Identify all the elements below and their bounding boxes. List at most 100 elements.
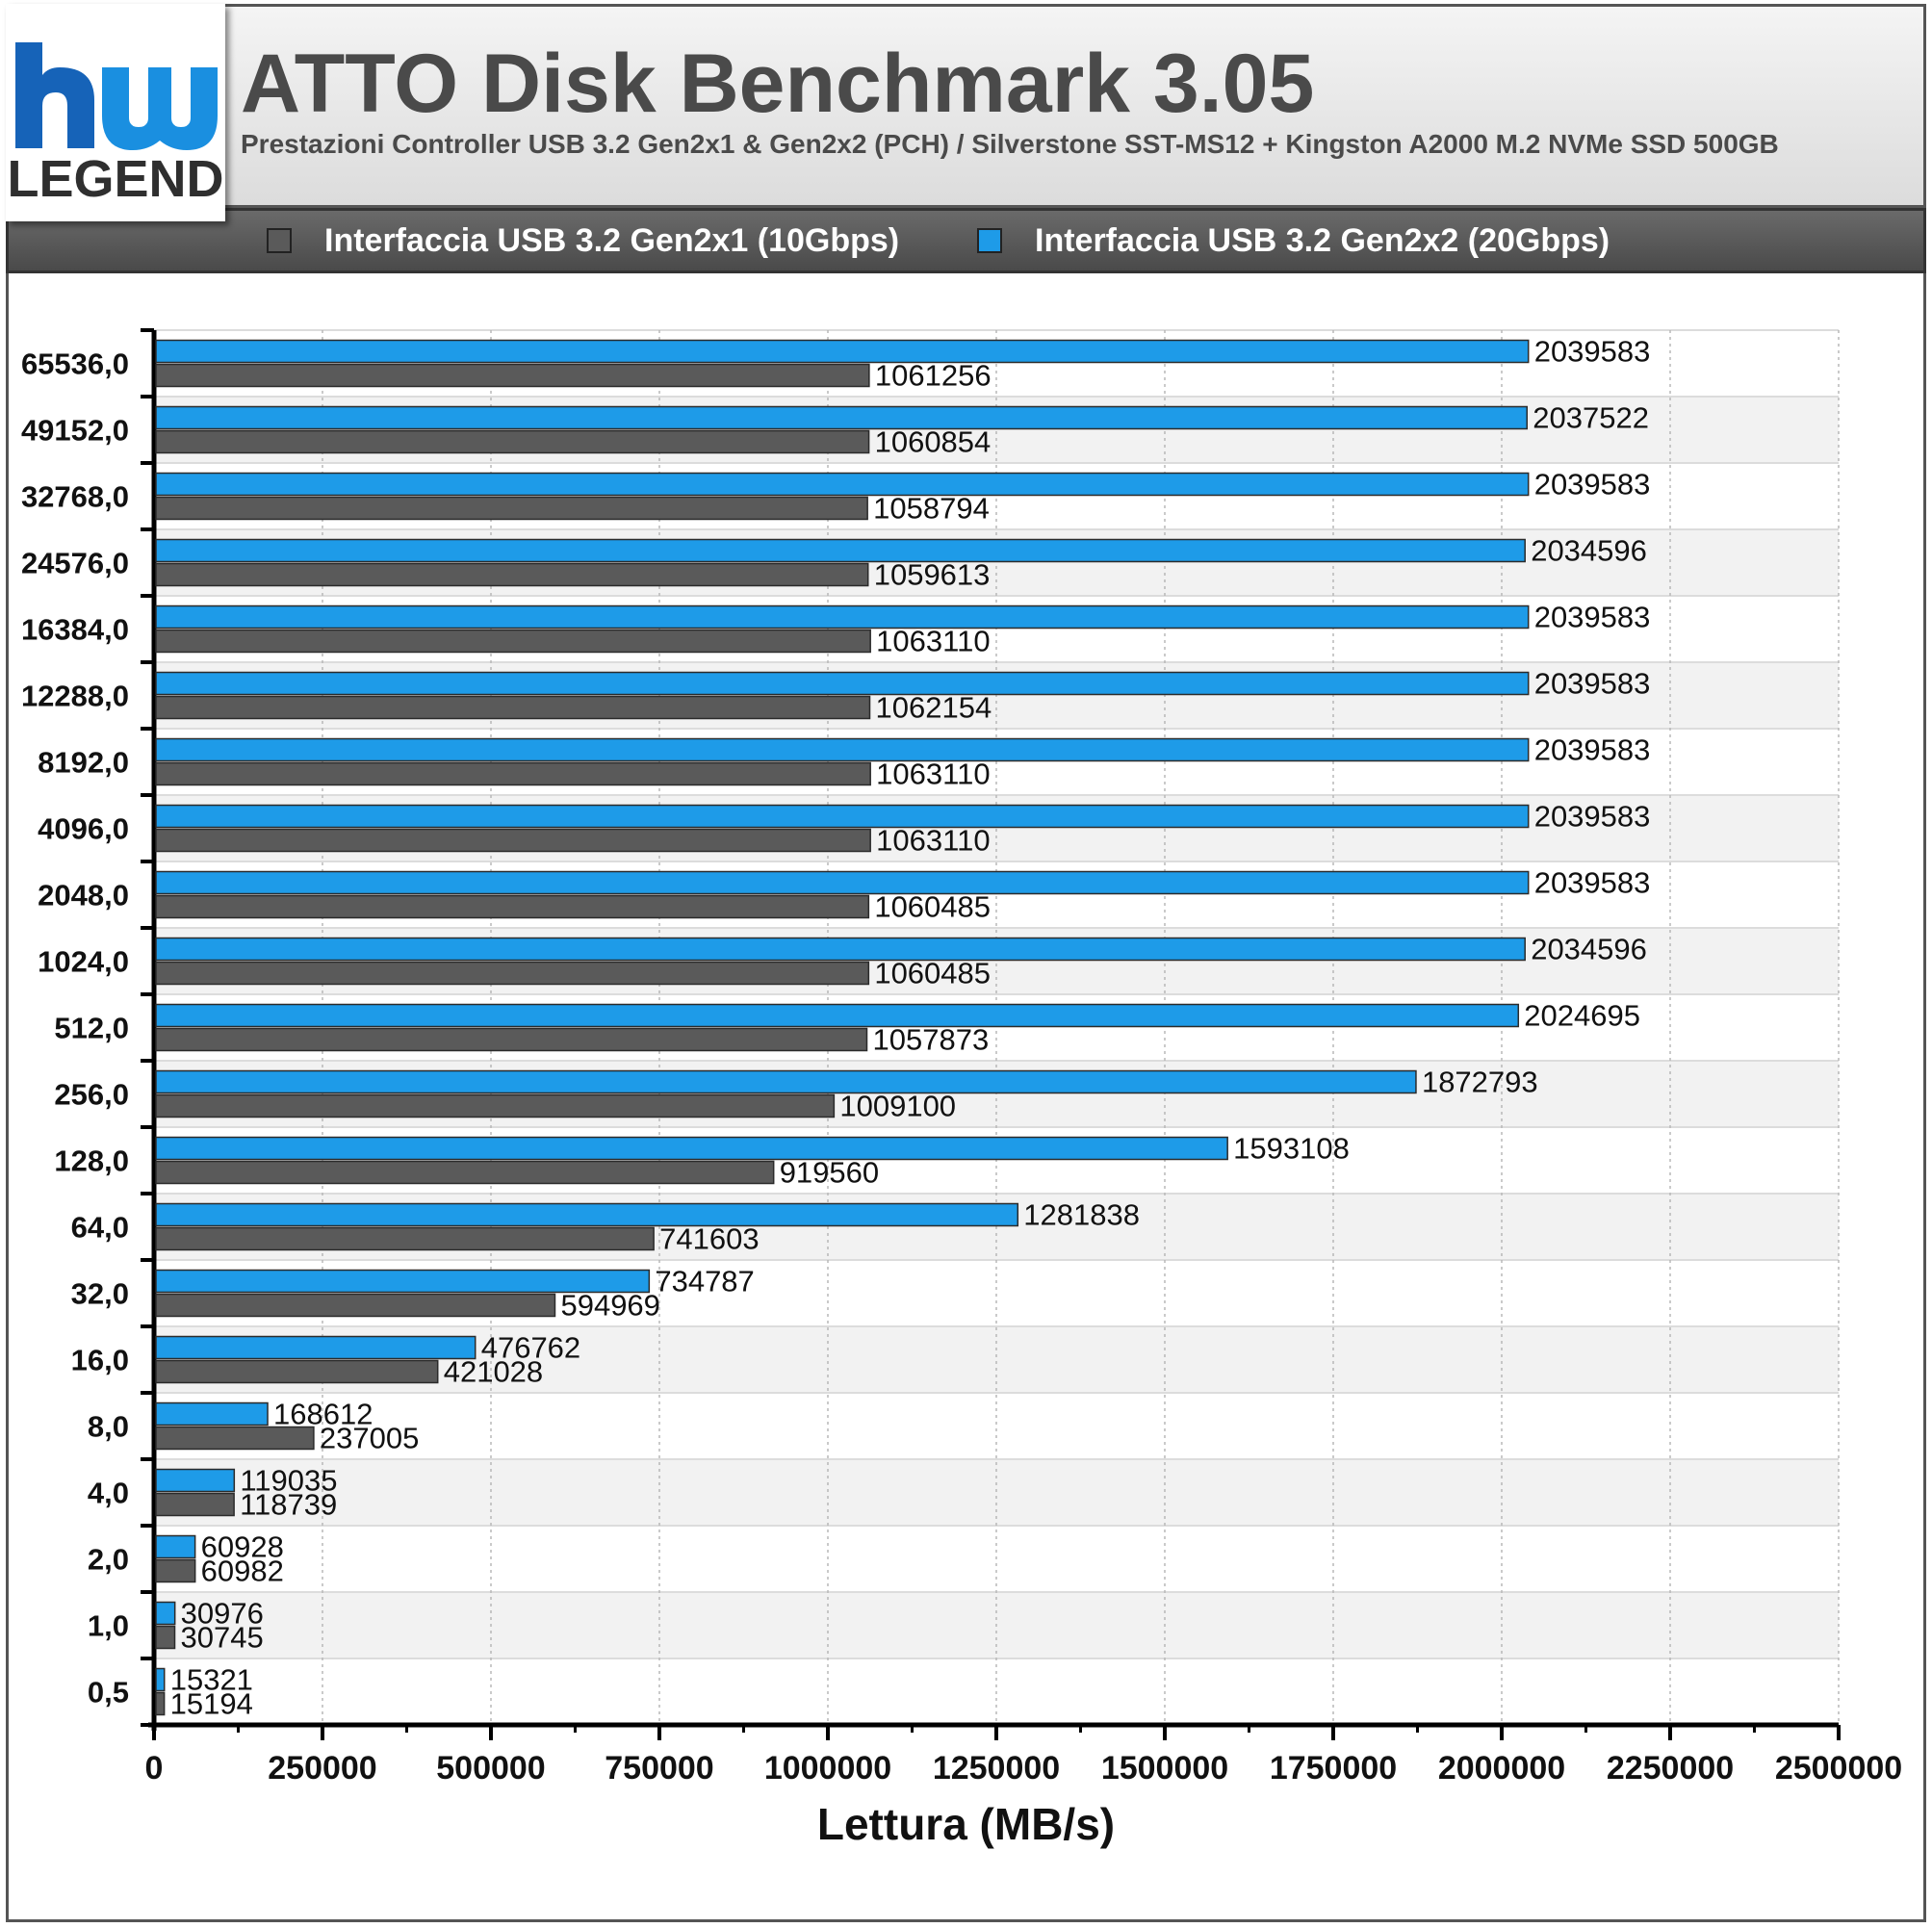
y-tick-label: 32,0 <box>71 1277 129 1311</box>
data-label: 1872793 <box>1422 1066 1538 1099</box>
bar-gen2x1 <box>155 695 871 720</box>
data-label: 15321 <box>170 1663 253 1697</box>
data-label: 741603 <box>659 1222 759 1256</box>
x-tick-label: 2000000 <box>1438 1750 1565 1787</box>
data-label: 594969 <box>560 1289 659 1323</box>
bar-gen2x2 <box>155 604 1530 630</box>
y-tick-label: 32768,0 <box>21 480 129 514</box>
bar-gen2x1 <box>155 363 870 388</box>
legend-label-gen2x1: Interfaccia USB 3.2 Gen2x1 (10Gbps) <box>324 221 900 259</box>
x-tick-label: 2250000 <box>1607 1750 1734 1787</box>
bar-gen2x1 <box>155 629 871 654</box>
y-tick-label: 128,0 <box>54 1144 129 1178</box>
x-tick-label: 2500000 <box>1775 1750 1902 1787</box>
bar-gen2x2 <box>155 1601 176 1626</box>
data-label: 1061256 <box>875 359 992 393</box>
data-label: 1063110 <box>876 824 990 858</box>
x-tick-label: 1750000 <box>1270 1750 1397 1787</box>
bar-gen2x2 <box>155 1335 477 1360</box>
x-tick-label: 1000000 <box>764 1750 891 1787</box>
data-label: 2039583 <box>1534 866 1651 900</box>
data-label: 1062154 <box>876 691 992 725</box>
bar-gen2x2 <box>155 538 1526 563</box>
data-label: 1009100 <box>839 1090 956 1123</box>
bar-gen2x2 <box>155 671 1530 696</box>
bar-gen2x2 <box>155 1269 651 1294</box>
x-axis-label: Lettura (MB/s) <box>816 1799 1116 1849</box>
bar-gen2x2 <box>155 1003 1520 1028</box>
data-label: 168612 <box>273 1398 373 1431</box>
bar-gen2x1 <box>155 1492 235 1517</box>
bar-gen2x1 <box>155 1691 166 1716</box>
data-label: 2039583 <box>1534 468 1651 501</box>
y-tick-label: 4096,0 <box>38 812 129 846</box>
bar-gen2x2 <box>155 339 1530 364</box>
y-tick-label: 16,0 <box>71 1344 129 1377</box>
data-label: 30976 <box>181 1597 264 1631</box>
data-label: 2039583 <box>1534 335 1651 369</box>
data-label: 476762 <box>481 1331 580 1365</box>
bar-gen2x1 <box>155 562 869 587</box>
bar-gen2x1 <box>155 1558 196 1583</box>
data-label: 1063110 <box>876 758 990 791</box>
x-tick-label: 1250000 <box>933 1750 1060 1787</box>
data-label: 60982 <box>201 1555 284 1588</box>
bar-gen2x1 <box>155 429 870 454</box>
bar-gen2x1 <box>155 1359 439 1384</box>
bar-gen2x1 <box>155 1027 868 1052</box>
y-tick-label: 64,0 <box>71 1211 129 1245</box>
bar-gen2x2 <box>155 937 1526 962</box>
y-tick-label: 1,0 <box>88 1609 129 1643</box>
data-label: 119035 <box>240 1464 337 1498</box>
y-tick-label: 49152,0 <box>21 414 129 448</box>
data-label: 1058794 <box>873 492 990 526</box>
bar-gen2x1 <box>155 1093 836 1118</box>
bar-gen2x2 <box>155 737 1530 762</box>
chart-title: ATTO Disk Benchmark 3.05 <box>241 38 1315 130</box>
data-label: 2034596 <box>1531 534 1647 568</box>
data-label: 60928 <box>201 1530 284 1564</box>
data-label: 1281838 <box>1023 1198 1140 1232</box>
y-tick-label: 65536,0 <box>21 347 129 381</box>
y-tick-label: 4,0 <box>88 1477 129 1510</box>
bar-gen2x2 <box>155 1202 1019 1227</box>
y-tick-label: 512,0 <box>54 1012 129 1045</box>
data-label: 15194 <box>170 1687 253 1721</box>
bar-gen2x1 <box>155 961 870 986</box>
data-label: 1060485 <box>874 890 991 924</box>
y-tick-label: 8192,0 <box>38 746 129 780</box>
bar-gen2x1 <box>155 828 871 853</box>
legend-swatch-gen2x1 <box>267 228 292 253</box>
hwlegend-logo-icon: LEGEND <box>7 42 224 208</box>
data-label: 2024695 <box>1524 999 1640 1033</box>
x-tick-label: 250000 <box>268 1750 376 1787</box>
y-tick-label: 16384,0 <box>21 613 129 647</box>
bar-gen2x2 <box>155 1136 1228 1161</box>
logo-text: LEGEND <box>7 150 223 208</box>
data-label: 1060485 <box>874 957 991 990</box>
data-label: 734787 <box>655 1265 754 1298</box>
bar-gen2x2 <box>155 804 1530 829</box>
data-label: 1057873 <box>873 1023 990 1057</box>
bar-gen2x2 <box>155 405 1529 430</box>
x-tick-label: 750000 <box>605 1750 713 1787</box>
bar-gen2x1 <box>155 1293 556 1318</box>
legend-item-gen2x2: Interfaccia USB 3.2 Gen2x2 (20Gbps) <box>977 211 1610 270</box>
y-tick-label: 2048,0 <box>38 879 129 913</box>
bar-gen2x2 <box>155 870 1530 895</box>
data-label: 237005 <box>320 1422 419 1455</box>
data-label: 1063110 <box>876 625 990 658</box>
data-label: 2034596 <box>1531 933 1647 966</box>
bar-gen2x1 <box>155 496 868 521</box>
bar-gen2x2 <box>155 1534 196 1559</box>
y-tick-label: 12288,0 <box>21 680 129 713</box>
data-label: 1059613 <box>874 558 991 592</box>
data-label: 2039583 <box>1534 800 1651 834</box>
site-logo: LEGEND <box>6 4 225 221</box>
y-tick-label: 8,0 <box>88 1410 129 1444</box>
y-tick-label: 0,5 <box>88 1676 129 1709</box>
chart-subtitle: Prestazioni Controller USB 3.2 Gen2x1 & … <box>241 129 1779 159</box>
bar-gen2x1 <box>155 1226 655 1251</box>
data-label: 1060854 <box>875 425 992 459</box>
